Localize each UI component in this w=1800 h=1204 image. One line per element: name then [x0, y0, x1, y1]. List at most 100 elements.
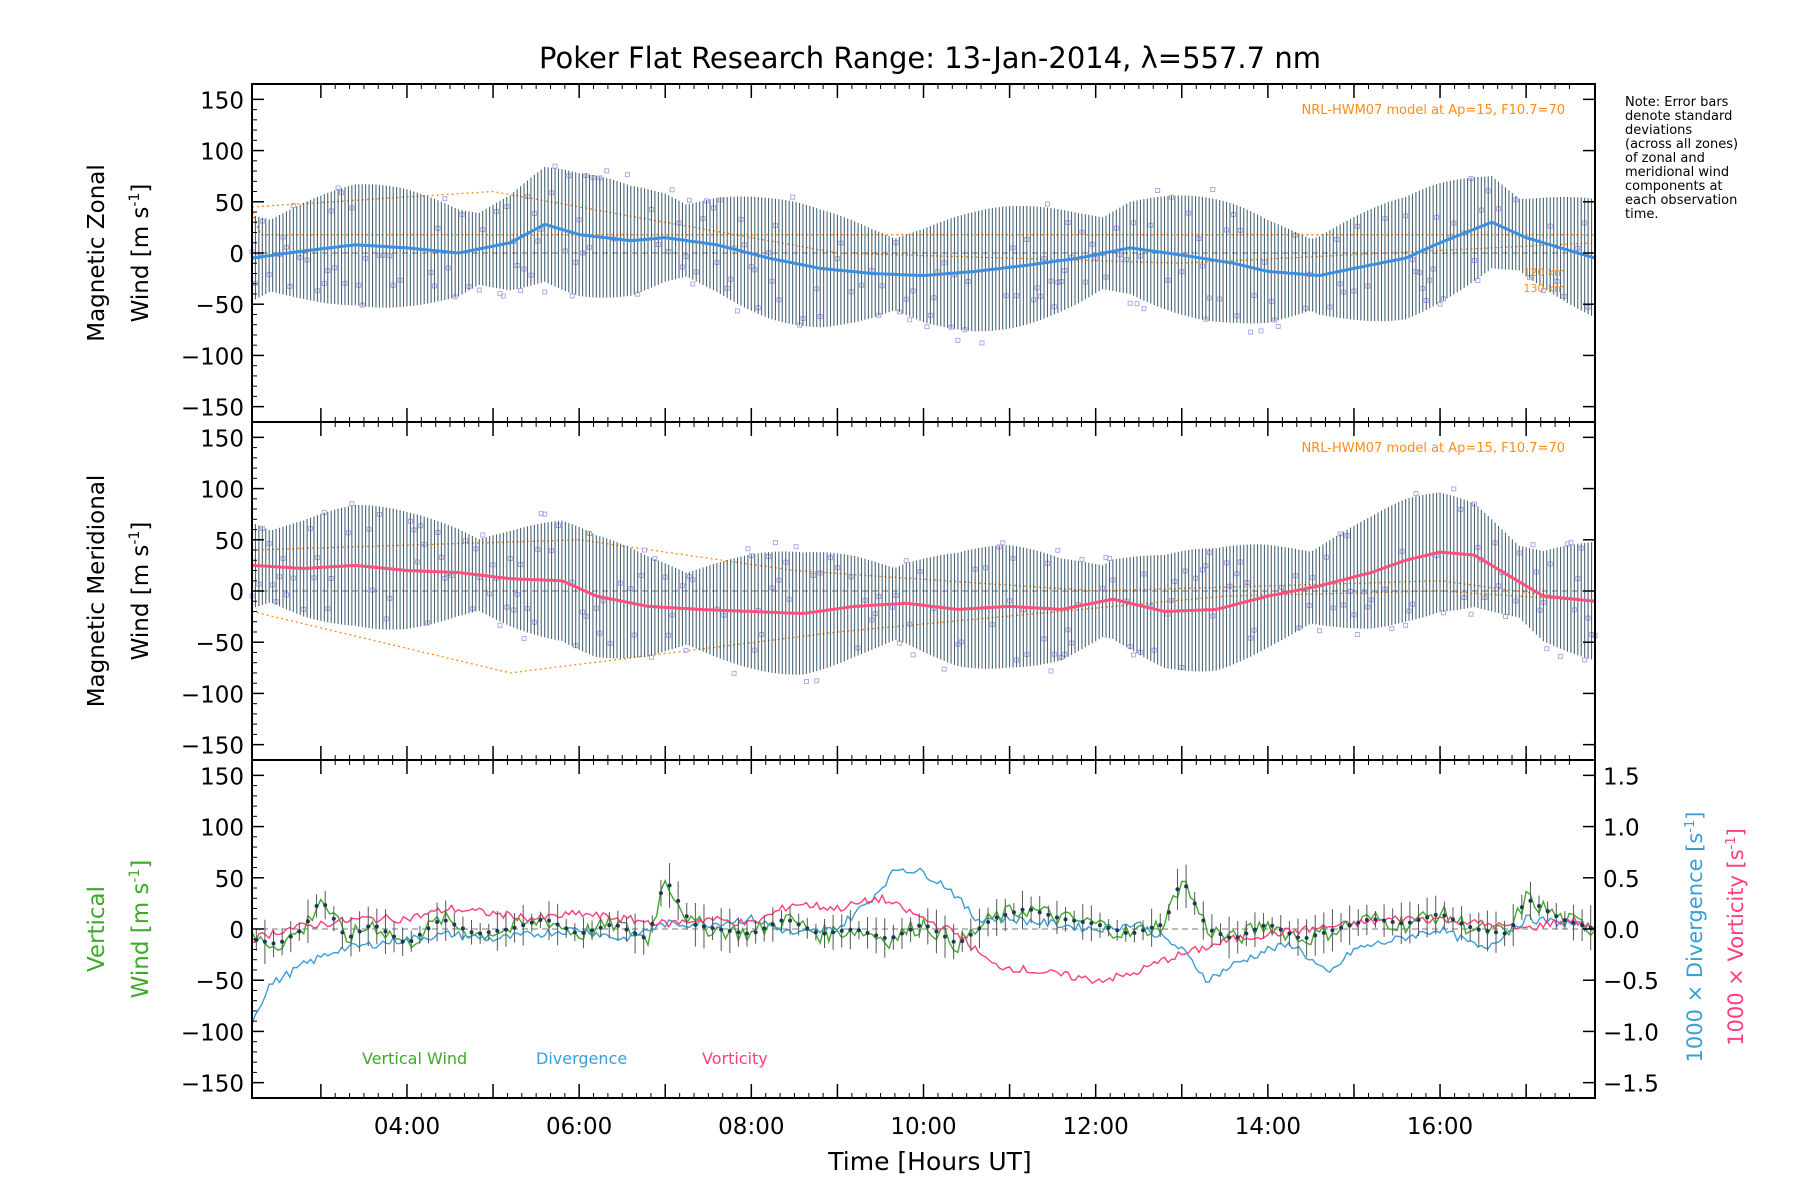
chart-title: Poker Flat Research Range: 13-Jan-2014, …	[539, 41, 1321, 75]
data-point	[460, 926, 465, 931]
data-point	[581, 930, 586, 935]
scatter-point	[1530, 542, 1536, 548]
data-point	[1235, 935, 1240, 940]
label-text: Wind [m s	[128, 545, 154, 661]
data-point	[1227, 935, 1232, 940]
model-height-label: 130 km	[1523, 282, 1565, 295]
data-point	[831, 930, 836, 935]
y-tick-label: 150	[200, 426, 244, 452]
data-point	[1097, 923, 1102, 928]
label-close: ]	[1683, 811, 1707, 819]
scatter-point	[1155, 188, 1161, 194]
data-point	[1201, 918, 1206, 923]
scatter-point	[1558, 653, 1564, 659]
note-line: components at	[1625, 179, 1723, 194]
data-point	[1493, 930, 1498, 935]
scatter-point	[907, 317, 913, 323]
label-close: ]	[1724, 828, 1748, 836]
label-text: Wind [m s	[128, 883, 154, 999]
scatter-point	[1468, 611, 1474, 617]
data-point	[1382, 918, 1387, 923]
y-tick-label: 0	[229, 918, 244, 944]
data-point	[1580, 923, 1585, 928]
label-sup: -1	[1683, 820, 1698, 833]
data-point	[392, 934, 397, 939]
panel-meridional: NRL-HWM07 model at Ap=15, F10.7=70 150 100…	[84, 421, 1598, 761]
data-point	[1356, 920, 1361, 925]
label-close: ]	[128, 860, 154, 869]
data-point	[641, 935, 646, 940]
data-point	[882, 935, 887, 940]
data-point	[615, 923, 620, 928]
scatter-point	[1103, 554, 1109, 560]
note-line: Note: Error bars	[1625, 95, 1729, 110]
scatter-point	[941, 666, 947, 672]
data-point	[1020, 907, 1025, 912]
data-point	[297, 929, 302, 934]
scatter-point	[814, 678, 820, 684]
scatter-point	[642, 547, 648, 553]
data-point	[1545, 909, 1550, 914]
data-point	[1106, 925, 1111, 930]
scatter-point	[955, 337, 961, 343]
y2-tick-label: 1.0	[1603, 816, 1640, 842]
data-point	[1141, 928, 1146, 933]
data-point	[1287, 931, 1292, 936]
data-point	[1115, 928, 1120, 933]
data-point	[779, 918, 784, 923]
scatter-point	[500, 293, 506, 299]
scatter-point	[1248, 329, 1254, 335]
series-line	[251, 893, 1596, 985]
y-label-line2: Wind [m s-1]	[127, 522, 154, 661]
scatter-point	[1568, 540, 1574, 546]
legend-item: Divergence	[536, 1049, 627, 1068]
scatter-point	[903, 558, 909, 564]
y2-tick-label: 0.5	[1603, 867, 1640, 893]
scatter-point	[624, 172, 630, 178]
scatter-point	[793, 544, 799, 550]
x-tick-label: 14:00	[1235, 1114, 1301, 1140]
data-point	[590, 928, 595, 933]
data-point	[788, 918, 793, 923]
note-line: meridional wind	[1625, 165, 1729, 180]
data-point	[340, 930, 345, 935]
error-bars	[251, 492, 1596, 675]
scatter-point	[552, 163, 558, 169]
data-point	[435, 919, 440, 924]
data-point	[934, 929, 939, 934]
y-tick-label: −100	[181, 682, 244, 708]
label-sup: -1	[127, 531, 143, 545]
scatter-point	[1210, 187, 1216, 193]
data-point	[1175, 887, 1180, 892]
data-point	[986, 919, 991, 924]
scatter-point	[1048, 668, 1054, 674]
data-point	[736, 930, 741, 935]
data-point	[943, 934, 948, 939]
data-point	[1407, 920, 1412, 925]
model-label: NRL-HWM07 model at Ap=15, F10.7=70	[1302, 441, 1566, 456]
scatter-point	[480, 532, 486, 538]
model-height-label: 120 km	[1523, 266, 1565, 279]
label-sup: -1	[127, 869, 143, 883]
data-point	[917, 923, 922, 928]
data-point	[469, 930, 474, 935]
data-point	[624, 927, 629, 932]
x-tick-label: 12:00	[1063, 1114, 1129, 1140]
data-point	[323, 903, 328, 908]
data-point	[443, 918, 448, 923]
scatter-point	[1055, 547, 1061, 553]
scatter-point	[735, 308, 741, 314]
data-point	[572, 930, 577, 935]
scatter-point	[518, 288, 524, 294]
y-tick-label: 0	[229, 580, 244, 606]
scatter-point	[521, 635, 527, 641]
y-tick-label: −100	[181, 344, 244, 370]
data-point	[684, 914, 689, 919]
note-line: each observation	[1625, 193, 1737, 208]
scatter-point	[790, 194, 796, 200]
scatter-point	[569, 293, 575, 299]
data-point	[503, 927, 508, 932]
y-tick-label: 50	[215, 867, 244, 893]
data-point	[1037, 910, 1042, 915]
label-text: 1000 × Vorticity [s	[1724, 849, 1748, 1046]
